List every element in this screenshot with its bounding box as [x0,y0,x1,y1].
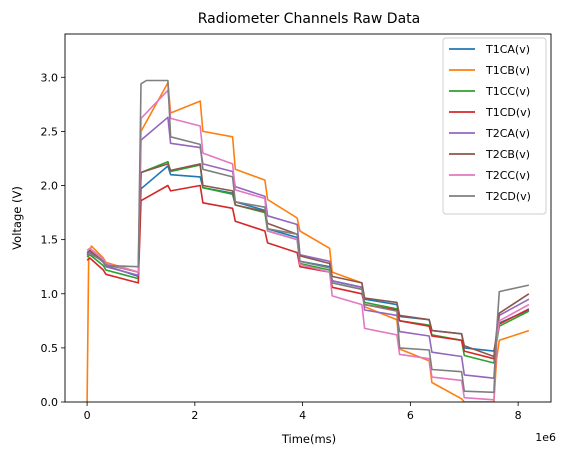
legend-label: T1CA(v) [485,43,530,56]
legend: T1CA(v) T1CB(v) T1CC(v) T1CD(v) T2CA(v) T2CB(… [442,37,547,215]
y-tick-label: 2.0 [41,180,59,193]
legend-label: T1CB(v) [485,64,530,77]
legend-label: T2CD(v) [485,190,531,203]
y-tick-label: 1.0 [41,288,59,301]
series-lines [86,79,530,402]
legend-label: T2CB(v) [485,148,530,161]
x-axis-offset-label: 1e6 [535,431,556,444]
y-axis-label: Voltage (V) [10,186,24,250]
plot-area-frame [64,33,552,403]
x-tick-label: 4 [299,409,306,422]
y-axis-ticks: 0.0 0.5 1.0 1.5 2.0 2.5 3.0 [41,71,65,409]
x-tick-label: 6 [407,409,414,422]
x-tick-label: 2 [191,409,198,422]
y-tick-label: 3.0 [41,71,59,84]
series-line-7 [86,79,530,394]
x-axis-ticks: 0 2 4 6 8 [84,402,522,422]
y-tick-label: 1.5 [41,234,59,247]
y-tick-label: 0.5 [41,342,59,355]
x-axis-label: Time(ms) [281,432,336,446]
legend-label: T1CC(v) [485,85,530,98]
x-tick-label: 0 [84,409,91,422]
legend-label: T2CA(v) [485,127,530,140]
legend-label: T1CD(v) [485,106,531,119]
legend-label: T2CC(v) [485,169,530,182]
y-tick-label: 2.5 [41,125,59,138]
legend-box [442,37,547,215]
chart-title: Radiometer Channels Raw Data [198,11,420,27]
x-tick-label: 8 [515,409,522,422]
y-tick-label: 0.0 [41,396,59,409]
